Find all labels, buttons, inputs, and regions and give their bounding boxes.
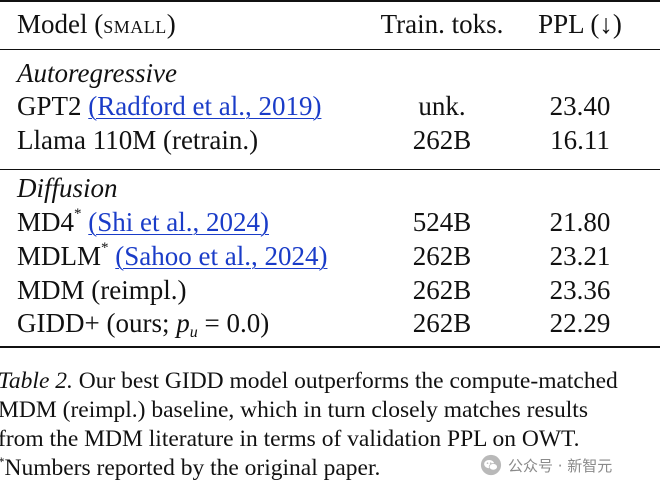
model-name: MD4* (Shi et al., 2024)	[17, 206, 269, 238]
ppl-cell: 21.80	[549, 207, 611, 237]
table-bottom-rule	[0, 346, 660, 348]
model-name: Llama 110M (retrain.)	[17, 125, 259, 155]
ppl-cell: 23.40	[549, 91, 611, 121]
header-rule	[0, 49, 660, 50]
table-header: Model (small) Train. toks. PPL (↓)	[0, 7, 660, 41]
table-row: Llama 110M (retrain.) 262B 16.11	[0, 123, 660, 157]
train-toks-cell: 262B	[412, 308, 472, 338]
caption-line: MDM (reimpl.) baseline, which in turn cl…	[0, 397, 588, 423]
watermark-text: 公众号 · 新智元	[508, 456, 613, 475]
ppl-cell: 22.29	[549, 308, 611, 338]
train-toks-cell: 262B	[412, 275, 472, 305]
footnote-marker: *	[101, 240, 109, 256]
train-toks-cell: unk.	[418, 91, 466, 121]
table-row: MDM (reimpl.) 262B 23.36	[0, 273, 660, 307]
train-toks-cell: 524B	[412, 207, 472, 237]
table-row: MDLM* (Sahoo et al., 2024) 262B 23.21	[0, 239, 660, 273]
header-train-toks: Train. toks.	[380, 9, 504, 39]
ppl-cell: 23.36	[549, 275, 611, 305]
ppl-cell: 16.11	[550, 125, 610, 155]
header-model: Model (small)	[17, 9, 176, 39]
citation-link[interactable]: (Radford et al., 2019)	[88, 91, 322, 121]
table-caption: Table 2. Our best GIDD model outperforms…	[0, 367, 660, 483]
group-rule	[0, 169, 660, 170]
model-name: GPT2 (Radford et al., 2019)	[17, 91, 322, 121]
footnote-marker: *	[74, 206, 82, 222]
ppl-cell: 23.21	[549, 241, 611, 271]
caption-line: Table 2. Our best GIDD model outperforms…	[0, 368, 618, 394]
table-row: GIDD+ (ours; pu = 0.0) 262B 22.29	[0, 306, 660, 341]
train-toks-cell: 262B	[412, 241, 472, 271]
wechat-icon	[480, 454, 502, 476]
citation-link[interactable]: (Shi et al., 2024)	[88, 207, 269, 237]
group-title-autoregressive: Autoregressive	[17, 58, 177, 88]
caption-footnote: *Numbers reported by the original paper.	[0, 455, 381, 481]
table-top-rule	[0, 0, 660, 2]
header-ppl: PPL (↓)	[538, 9, 622, 39]
citation-link[interactable]: (Sahoo et al., 2024)	[115, 241, 328, 271]
model-name: MDLM* (Sahoo et al., 2024)	[17, 240, 328, 272]
table-row: GPT2 (Radford et al., 2019) unk. 23.40	[0, 89, 660, 123]
caption-label: Table 2.	[0, 368, 73, 394]
caption-line: from the MDM literature in terms of vali…	[0, 426, 580, 452]
model-name: MDM (reimpl.)	[17, 275, 187, 305]
train-toks-cell: 262B	[412, 125, 472, 155]
watermark: 公众号 · 新智元	[480, 452, 612, 478]
table-row: MD4* (Shi et al., 2024) 524B 21.80	[0, 205, 660, 239]
model-name: GIDD+ (ours; pu = 0.0)	[17, 308, 270, 341]
group-title-diffusion: Diffusion	[17, 173, 118, 203]
